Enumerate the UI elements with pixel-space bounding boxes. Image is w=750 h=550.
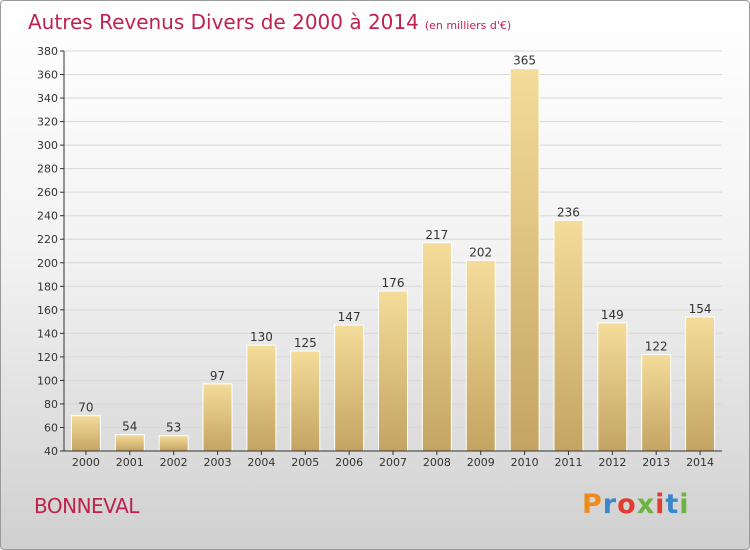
y-tick-label: 220 xyxy=(37,233,58,246)
bar-2014[interactable] xyxy=(685,316,716,452)
value-label-2009: 202 xyxy=(469,245,492,259)
y-tick-label: 300 xyxy=(37,139,58,152)
brand-letter: r xyxy=(602,489,618,520)
bar-2001[interactable] xyxy=(114,434,145,452)
bar-2003[interactable] xyxy=(202,383,233,452)
value-label-2012: 149 xyxy=(601,308,624,322)
value-label-2005: 125 xyxy=(294,336,317,350)
y-tick-label: 380 xyxy=(37,45,58,58)
x-tick-label-2006: 2006 xyxy=(335,456,363,469)
value-label-2007: 176 xyxy=(382,276,405,290)
y-tick-label: 260 xyxy=(37,186,58,199)
proxiti-logo[interactable]: Proxiti xyxy=(582,489,690,520)
chart-subtitle: (en milliers d'€) xyxy=(424,19,512,32)
value-label-2008: 217 xyxy=(425,228,448,242)
bar-2007[interactable] xyxy=(378,290,408,452)
y-tick-label: 200 xyxy=(37,257,58,270)
x-tick-label-2007: 2007 xyxy=(379,456,407,469)
x-tick-label-2001: 2001 xyxy=(116,456,144,469)
y-tick-label: 100 xyxy=(37,374,58,387)
y-tick-label: 240 xyxy=(37,210,58,223)
x-tick-label-2010: 2010 xyxy=(511,456,539,469)
bar-2006[interactable] xyxy=(334,324,365,452)
y-tick-label: 320 xyxy=(37,116,58,129)
commune-name: BONNEVAL xyxy=(34,494,139,518)
y-tick-label: 340 xyxy=(37,92,58,105)
data-labels: 70 54 53 97 130 125 147 176 217 202 365 236 149 122 15… xyxy=(78,54,711,435)
x-tick-label-2009: 2009 xyxy=(467,456,495,469)
brand-letter: o xyxy=(617,489,637,520)
x-tick-label-2014: 2014 xyxy=(686,456,714,469)
brand-letter: t xyxy=(665,489,680,520)
value-label-2004: 130 xyxy=(250,330,273,344)
bar-2000[interactable] xyxy=(70,415,101,452)
axes: 40 60 80 100 120 140 160 180 200 220 240 260 280 300 3… xyxy=(37,45,722,469)
value-label-2010: 365 xyxy=(513,54,536,68)
bar-2011[interactable] xyxy=(553,219,584,452)
y-tick-label: 160 xyxy=(37,304,58,317)
value-label-2011: 236 xyxy=(557,205,580,219)
chart-title: Autres Revenus Divers de 2000 à 2014 (en … xyxy=(28,10,511,34)
value-label-2002: 53 xyxy=(166,421,181,435)
y-tick-label: 60 xyxy=(44,421,58,434)
x-tick-label-2005: 2005 xyxy=(291,456,319,469)
x-tick-label-2002: 2002 xyxy=(160,456,188,469)
bar-2002[interactable] xyxy=(158,435,189,452)
brand-letter: i xyxy=(679,489,690,520)
bar-2009[interactable] xyxy=(465,259,496,452)
value-label-2003: 97 xyxy=(210,369,225,383)
x-tick-label-2011: 2011 xyxy=(554,456,582,469)
x-tick-label-2013: 2013 xyxy=(642,456,670,469)
bar-2012[interactable] xyxy=(597,322,628,452)
x-tick-label-2008: 2008 xyxy=(423,456,451,469)
y-tick-label: 140 xyxy=(37,327,58,340)
x-tick-label-2004: 2004 xyxy=(247,456,275,469)
bar-2008[interactable] xyxy=(421,242,452,452)
y-tick-label: 80 xyxy=(44,398,58,411)
y-tick-label: 40 xyxy=(44,445,58,458)
x-tick-label-2012: 2012 xyxy=(598,456,626,469)
bar-2013[interactable] xyxy=(641,354,672,452)
y-tick-label: 360 xyxy=(37,69,58,82)
bar-2010[interactable] xyxy=(509,68,540,452)
brand-letter: i xyxy=(655,489,666,520)
chart-title-text: Autres Revenus Divers de 2000 à 2014 xyxy=(28,10,419,34)
value-label-2013: 122 xyxy=(645,340,668,354)
x-tick-label-2000: 2000 xyxy=(72,456,100,469)
value-label-2006: 147 xyxy=(338,310,361,324)
y-tick-label: 180 xyxy=(37,280,58,293)
value-label-2001: 54 xyxy=(122,420,137,434)
value-label-2014: 154 xyxy=(689,302,712,316)
bar-2005[interactable] xyxy=(290,350,321,452)
y-tick-label: 280 xyxy=(37,163,58,176)
value-label-2000: 70 xyxy=(78,401,93,415)
brand-letter: x xyxy=(636,489,656,520)
bar-2004[interactable] xyxy=(246,344,277,452)
y-tick-label: 120 xyxy=(37,351,58,364)
x-tick-label-2003: 2003 xyxy=(204,456,232,469)
bars xyxy=(70,68,716,452)
brand-letter: P xyxy=(582,489,603,520)
